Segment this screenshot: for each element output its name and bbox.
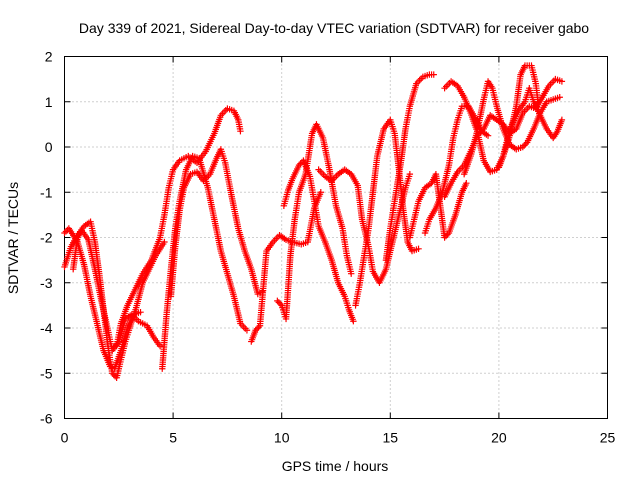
data-point-marker <box>156 342 164 350</box>
data-point-marker <box>406 170 414 178</box>
data-point-marker <box>519 143 526 151</box>
data-point-marker <box>521 142 528 149</box>
x-tick-label: 15 <box>383 430 399 446</box>
y-tick-label: 0 <box>45 139 53 155</box>
y-tick-label: -2 <box>40 230 53 246</box>
data-point-marker <box>484 132 492 139</box>
data-point-marker <box>137 308 144 316</box>
data-point-marker <box>274 297 281 305</box>
series-track-i <box>280 157 357 325</box>
data-point-marker <box>277 300 284 308</box>
x-tick-label: 20 <box>491 430 507 446</box>
chart-title: Day 339 of 2021, Sidereal Day-to-day VTE… <box>79 20 589 36</box>
series-track-n <box>421 103 492 237</box>
series-track-d <box>113 105 244 350</box>
data-point-marker <box>109 370 116 377</box>
series-track-l <box>382 71 437 264</box>
data-point-marker <box>110 371 117 378</box>
data-point-marker <box>253 325 261 332</box>
y-axis-label: SDTVAR / TECUs <box>5 182 21 294</box>
data-point-marker <box>444 231 451 238</box>
y-tick-label: -3 <box>40 275 53 291</box>
data-point-marker <box>61 229 68 237</box>
series-track-m <box>406 170 470 241</box>
x-tick-label: 25 <box>600 430 616 446</box>
y-tick-label: -5 <box>40 365 53 381</box>
data-point-marker <box>441 234 448 241</box>
data-point-marker <box>237 127 244 135</box>
y-tick-label: 1 <box>45 94 53 110</box>
y-tick-label: 2 <box>45 49 53 65</box>
data-point-marker <box>442 232 450 240</box>
y-tick-label: -4 <box>40 320 53 336</box>
data-points <box>61 62 566 381</box>
y-tick-label: -1 <box>40 184 53 200</box>
data-point-marker <box>317 189 324 196</box>
data-point-marker <box>255 324 262 331</box>
data-point-marker <box>430 71 437 78</box>
x-axis-label: GPS time / hours <box>282 458 389 474</box>
x-tick-label: 0 <box>61 430 69 446</box>
series-track-r <box>495 84 566 171</box>
y-tick-label: -6 <box>40 411 53 427</box>
data-point-marker <box>463 180 470 187</box>
series-track-j <box>315 166 414 286</box>
data-point-marker <box>161 238 168 246</box>
data-point-marker <box>252 327 259 334</box>
series-track-p <box>441 75 566 200</box>
data-point-marker <box>350 318 357 325</box>
data-point-marker <box>295 161 303 169</box>
data-point-marker <box>243 327 251 334</box>
x-tick-label: 5 <box>169 430 177 446</box>
data-point-marker <box>556 94 563 101</box>
x-tick-label: 10 <box>274 430 290 446</box>
data-point-marker <box>348 270 355 277</box>
data-point-marker <box>522 140 529 148</box>
data-point-marker <box>558 116 566 124</box>
series-track-e <box>159 152 251 372</box>
data-point-marker <box>297 160 304 167</box>
plot-frame <box>64 56 608 419</box>
data-point-marker <box>415 245 422 253</box>
series-track-f <box>167 146 266 300</box>
data-point-marker <box>558 78 566 85</box>
data-point-marker <box>275 299 283 306</box>
